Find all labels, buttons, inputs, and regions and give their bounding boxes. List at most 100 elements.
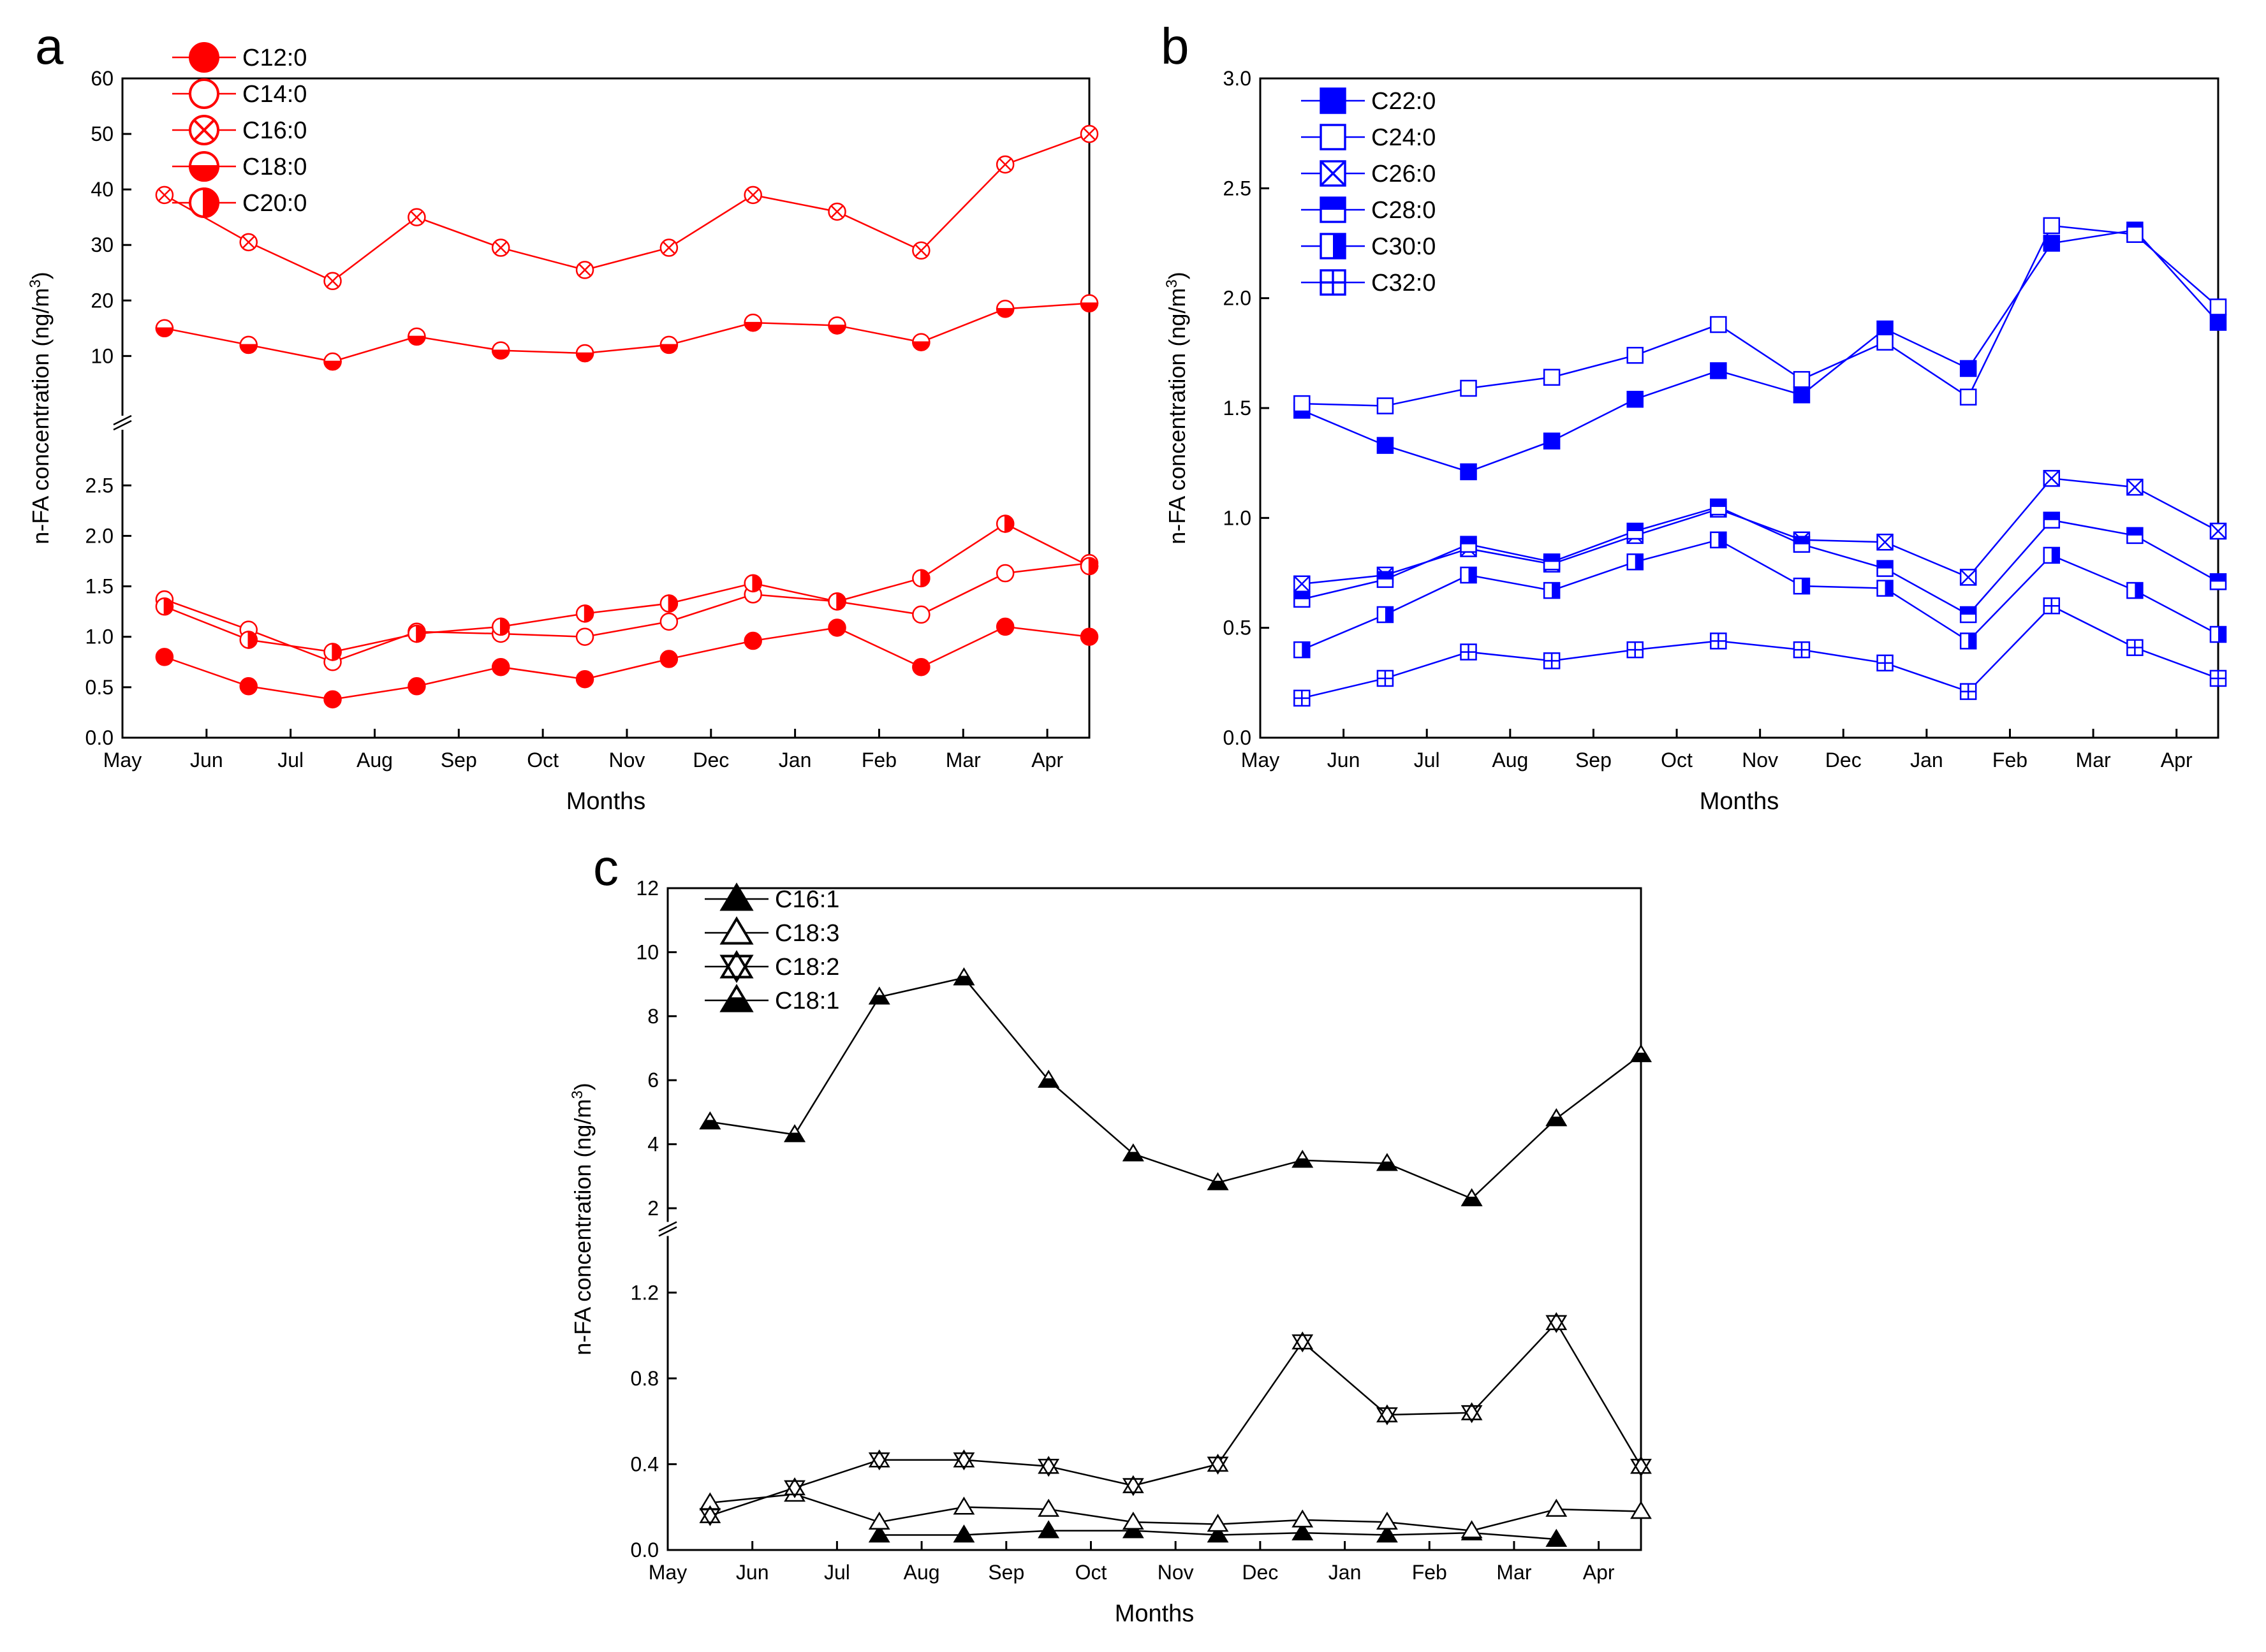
axis-break-gap [111,416,134,430]
x-tick-label: Dec [1242,1561,1278,1584]
data-point [868,986,890,1005]
data-point-shape [996,564,1015,583]
data-point [408,208,426,226]
series-line [164,523,1090,653]
y-tick-label: 8 [647,1005,659,1028]
legend-item-c26-0: C26:0 [1301,160,1436,187]
data-point [828,316,846,335]
data-point [1460,1402,1483,1424]
y-tick-label: 12 [636,877,659,900]
legend-marker [719,984,754,1012]
legend-label: C18:0 [242,154,307,180]
data-point [1626,553,1644,571]
data-point-shape [1710,362,1727,379]
data-point [1293,641,1311,659]
legend-label: C20:0 [242,190,307,217]
data-point-shape [1376,1404,1398,1422]
data-point-cross [326,274,339,288]
data-point-shape [953,1524,975,1543]
data-point-fill [1793,536,1809,545]
data-point [828,592,846,611]
data-point-plus [1377,670,1393,686]
data-point [155,597,174,616]
legend-label: C14:0 [242,81,307,108]
data-point-shape [2043,217,2061,235]
data-point [1122,1475,1144,1496]
data-point [1293,395,1311,413]
data-point-inverted [1545,1315,1568,1333]
legend-label: C32:0 [1371,270,1436,296]
y-tick-label: 10 [91,344,114,367]
data-point-fill [1385,606,1393,622]
panel-b: 0.0 0.5 1.0 1.5 2.0 2.5 3.0 May Jun Jul Aug Sep Oct N… [1161,18,2227,815]
series-c14-0 [155,553,1099,671]
data-point [2126,581,2144,599]
data-point [1122,1511,1144,1530]
data-point [1710,316,1727,333]
data-point-fill [1627,523,1643,532]
y-tick-label: 0.5 [85,676,114,699]
data-point [2043,597,2061,615]
legend-item-c18-1: C18:1 [705,984,839,1014]
series-line [164,625,1090,701]
x-tick-label: Jul [1414,749,1440,771]
x-tick-label: Mar [2076,749,2111,771]
data-point [2043,470,2061,487]
data-point [575,627,594,646]
legend-item-c24-0: C24:0 [1301,124,1436,151]
y-axis-title-superscript: 3 [569,1090,586,1099]
data-point-fill [1460,536,1476,545]
data-point [912,605,931,624]
legend-label: C24:0 [1371,124,1436,151]
plot-frame [666,887,1642,1551]
data-point-shape [1545,1528,1568,1547]
legend-marker [1320,269,1346,296]
data-point-fill [1080,302,1099,312]
data-point [1376,669,1394,687]
series-line [1301,229,2219,473]
y-tick-label: 4 [647,1133,659,1156]
data-point [1038,1520,1060,1539]
series-line [164,302,1090,363]
legend-marker [719,882,754,911]
y-tick-label: 2 [647,1197,659,1220]
data-point [1122,1143,1144,1162]
y-axis-title: n-FA concentration (ng/m3) [569,1083,596,1356]
data-point-fill [1635,554,1643,570]
data-point-shape [1376,437,1394,454]
data-point-shape [868,1449,890,1468]
data-point-cross [830,205,844,219]
data-point-fill [499,617,510,636]
data-point-fill [1038,1078,1060,1088]
legend-item-c16-0: C16:0 [172,115,307,145]
data-point-inverted [868,1452,890,1471]
data-point [2126,639,2144,656]
data-point [1038,1456,1060,1477]
legend-label: C16:1 [775,886,839,913]
data-point [1626,522,1644,540]
data-point-shape [1626,390,1644,408]
data-point-shape [408,677,426,696]
series-c32-0 [1293,597,2227,707]
data-point-cross [494,241,508,254]
x-axis-title: Months [566,788,646,815]
x-tick-label: Apr [1031,749,1063,771]
data-point-fill [2043,512,2059,520]
data-point-shape [659,650,679,668]
data-point-shape [1460,463,1477,481]
legend-marker [1320,87,1346,114]
legend: C22:0 C24:0 C26:0 C28:0 C30:0 C32:0 [1301,87,1436,296]
data-point-shape [575,669,594,689]
panel-c: 2 4 6 8 10 12 0.0 0.4 0.8 1.2 May Jun Jul Aug Sep Oct No… [569,839,1652,1627]
series-c26-0 [1293,470,2227,592]
data-point-inverted [1376,1407,1398,1426]
data-point [1376,1404,1398,1426]
data-point [2209,669,2227,687]
data-point [659,594,679,613]
data-point [1460,1520,1483,1539]
data-point-shape [1207,1453,1229,1472]
legend-marker [189,187,219,218]
y-tick-label: 0.0 [631,1539,659,1561]
x-tick-label: Apr [1583,1561,1615,1584]
data-point [868,1449,890,1471]
